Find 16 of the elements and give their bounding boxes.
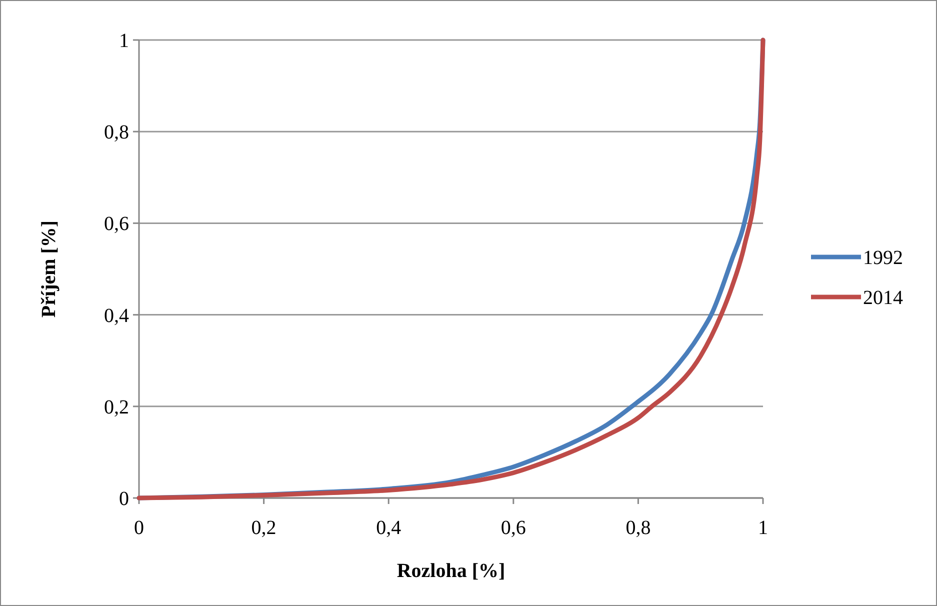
legend-label: 2014	[863, 287, 903, 309]
y-tick-label: 0	[119, 488, 129, 510]
y-tick-label: 0,8	[104, 122, 129, 144]
x-tick-label: 0,8	[626, 517, 651, 539]
y-tick-label: 0,2	[104, 396, 129, 418]
x-axis-title: Rozloha [%]	[396, 560, 506, 582]
y-tick-label: 0,4	[104, 304, 129, 327]
legend-label: 1992	[863, 247, 903, 269]
x-tick-label: 0,6	[500, 517, 526, 539]
y-tick-label: 1	[119, 30, 129, 52]
x-tick-label: 0,2	[251, 517, 276, 539]
y-tick-label: 0,6	[104, 213, 129, 236]
y-axis-title: Příjem [%]	[38, 220, 60, 318]
x-tick-label: 1	[758, 517, 768, 539]
x-tick-label: 0	[134, 517, 144, 539]
x-tick-label: 0,4	[376, 517, 402, 539]
